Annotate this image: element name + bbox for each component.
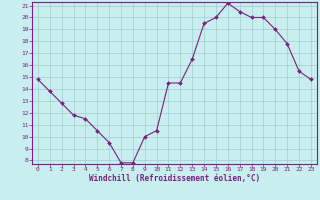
X-axis label: Windchill (Refroidissement éolien,°C): Windchill (Refroidissement éolien,°C) bbox=[89, 174, 260, 183]
